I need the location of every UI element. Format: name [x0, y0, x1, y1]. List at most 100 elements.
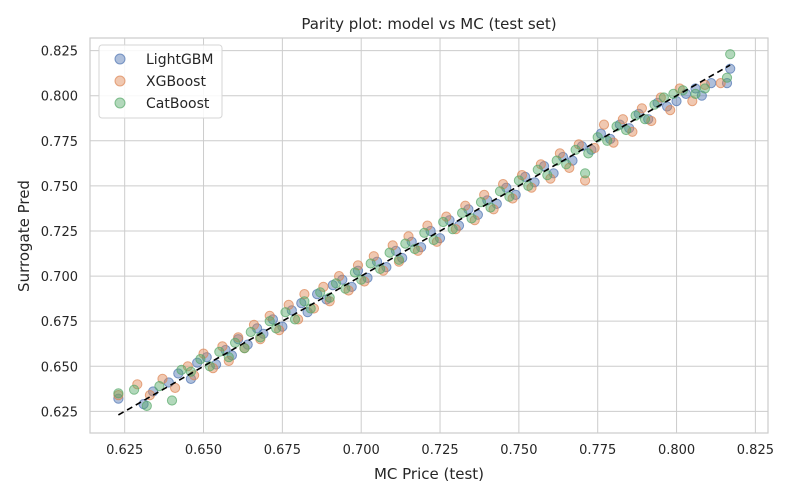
data-point	[409, 243, 420, 255]
data-point	[725, 49, 736, 60]
data-point	[573, 139, 584, 150]
data-point	[532, 164, 543, 175]
y-tick-label: 0.650	[41, 360, 78, 375]
data-point	[690, 88, 701, 100]
data-point	[230, 337, 241, 348]
series-catboost	[113, 49, 736, 411]
data-point	[570, 144, 581, 155]
data-point	[428, 234, 439, 246]
data-point	[602, 135, 613, 146]
data-point	[658, 92, 670, 103]
data-point	[289, 314, 301, 325]
x-axis-label: MC Price (test)	[374, 465, 484, 483]
data-point	[141, 400, 152, 411]
data-point	[639, 114, 651, 125]
data-point	[580, 168, 591, 179]
x-tick-label: 0.725	[421, 443, 458, 458]
legend-marker-xgboost	[114, 75, 126, 87]
data-point	[646, 115, 657, 127]
data-point	[315, 287, 326, 298]
data-point	[340, 283, 351, 294]
data-point	[598, 119, 610, 130]
data-point	[299, 289, 310, 300]
x-tick-label: 0.800	[658, 443, 695, 458]
x-tick-label: 0.825	[737, 443, 774, 458]
y-tick-label: 0.825	[41, 45, 78, 60]
data-point	[630, 110, 641, 121]
data-point	[264, 316, 275, 327]
y-axis-label: Surrogate Pred	[15, 180, 33, 292]
parity-line	[117, 64, 731, 416]
data-point	[580, 175, 591, 186]
legend: LightGBM XGBoost CatBoost	[98, 44, 223, 119]
data-point	[655, 92, 666, 103]
data-point	[166, 395, 178, 406]
data-point	[441, 211, 452, 222]
data-point	[457, 207, 468, 219]
data-point	[233, 332, 244, 343]
data-point	[551, 155, 562, 166]
data-point	[627, 126, 638, 137]
legend-label-xgboost: XGBoost	[146, 74, 206, 90]
data-point	[318, 281, 329, 292]
data-point	[608, 137, 619, 148]
x-tick-labels: 0.625 0.650 0.675 0.700 0.725 0.750 0.775 0.800…	[106, 443, 774, 458]
data-point	[280, 307, 291, 318]
data-point	[356, 274, 367, 285]
data-point	[617, 114, 629, 125]
data-point	[198, 348, 209, 359]
data-point	[299, 296, 310, 307]
data-point	[485, 202, 496, 213]
data-point	[665, 105, 676, 116]
legend-box	[98, 44, 223, 119]
x-tick-label: 0.775	[579, 443, 616, 458]
data-point	[548, 168, 559, 179]
x-tick-label: 0.750	[500, 443, 537, 458]
data-point	[330, 278, 342, 289]
legend-label-lightgbm: LightGBM	[146, 52, 213, 68]
data-point	[214, 346, 225, 357]
data-point	[721, 72, 733, 83]
y-tick-label: 0.775	[41, 135, 78, 150]
y-tick-label: 0.700	[41, 270, 78, 285]
data-point	[176, 364, 187, 375]
data-point	[516, 170, 528, 181]
data-point	[271, 323, 282, 334]
data-point	[154, 381, 165, 392]
data-point	[699, 83, 711, 94]
data-point	[400, 238, 411, 249]
data-point	[523, 180, 534, 191]
scatter-points	[113, 49, 736, 411]
data-point	[293, 314, 304, 325]
data-point	[113, 388, 124, 399]
data-point	[113, 393, 124, 404]
data-point	[223, 355, 234, 366]
y-tick-labels: 0.625 0.650 0.675 0.700 0.725 0.750 0.775 0.800…	[41, 45, 78, 421]
legend-marker-lightgbm	[114, 53, 126, 65]
data-point	[393, 254, 405, 265]
data-point	[365, 258, 376, 269]
data-point	[264, 310, 275, 321]
data-point	[384, 247, 395, 258]
y-tick-label: 0.800	[41, 90, 78, 105]
data-point	[324, 296, 335, 307]
data-point	[668, 88, 679, 100]
x-tick-label: 0.700	[343, 443, 380, 458]
data-point	[450, 224, 461, 235]
x-tick-label: 0.675	[264, 443, 301, 458]
data-point	[649, 99, 660, 110]
data-point	[636, 103, 648, 114]
data-point	[419, 227, 430, 238]
data-point	[349, 267, 360, 278]
data-point	[438, 216, 449, 228]
data-point	[611, 121, 622, 132]
data-point	[223, 352, 234, 363]
data-point	[195, 354, 206, 365]
data-point	[583, 148, 594, 159]
y-tick-label: 0.675	[41, 315, 78, 330]
data-point	[132, 379, 143, 390]
parity-line-group	[117, 64, 731, 416]
plot-frame	[89, 37, 769, 434]
legend-label-catboost: CatBoost	[146, 96, 210, 112]
